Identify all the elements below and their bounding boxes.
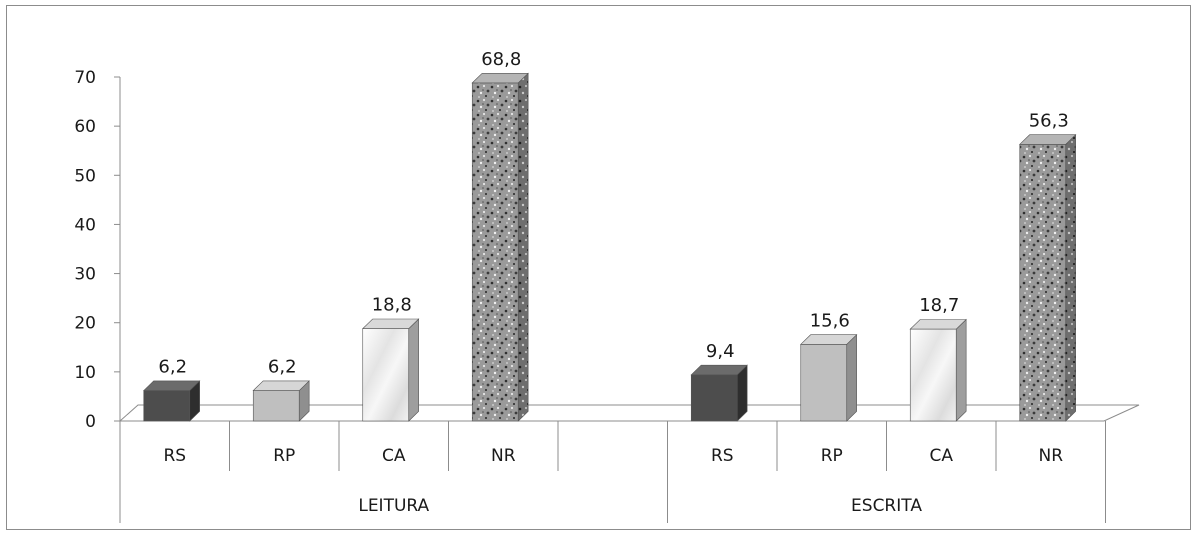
bar-side xyxy=(1065,134,1076,422)
bar-side xyxy=(955,318,967,422)
bar-side xyxy=(517,72,529,422)
bar-top xyxy=(143,380,201,391)
y-tick-label: 40 xyxy=(74,215,96,235)
bar-top xyxy=(252,380,310,391)
bar-top xyxy=(362,318,420,329)
bar-side xyxy=(408,318,419,422)
bar-leitura-nr xyxy=(471,72,529,422)
bar-escrita-rs xyxy=(690,364,748,422)
bar-front xyxy=(471,82,519,422)
bar-top xyxy=(690,364,748,376)
bar-side xyxy=(846,334,857,422)
bar-top xyxy=(1019,134,1077,145)
data-label: 18,8 xyxy=(372,295,412,316)
data-label: 18,7 xyxy=(919,295,959,316)
group-label: ESCRITA xyxy=(851,496,922,516)
y-tick-label: 0 xyxy=(85,412,96,432)
bar-front xyxy=(1019,144,1067,422)
data-label: 6,2 xyxy=(158,357,187,378)
data-label: 6,2 xyxy=(268,357,297,378)
y-tick-label: 60 xyxy=(74,117,96,137)
bar-leitura-rs xyxy=(143,380,201,422)
category-label: RS xyxy=(711,446,734,466)
bar-top xyxy=(800,334,858,345)
bar-top xyxy=(471,72,529,84)
bar-leitura-rp xyxy=(252,380,310,422)
data-label: 68,8 xyxy=(481,49,521,70)
category-label: RS xyxy=(163,446,186,466)
data-label: 15,6 xyxy=(810,310,850,331)
bar-front xyxy=(143,390,191,422)
y-tick-label: 50 xyxy=(74,166,96,186)
bar-front xyxy=(252,390,300,422)
bar-top xyxy=(909,319,967,330)
chart-frame xyxy=(6,5,1191,530)
bar-front xyxy=(690,374,738,422)
category-label: NR xyxy=(1038,446,1063,466)
bar-escrita-nr xyxy=(1019,134,1077,422)
data-label: 56,3 xyxy=(1029,110,1069,131)
y-tick-label: 70 xyxy=(74,68,96,88)
y-tick-label: 30 xyxy=(74,265,96,285)
data-label: 9,4 xyxy=(706,341,735,362)
bar-leitura-ca xyxy=(362,318,420,422)
category-label: NR xyxy=(491,446,516,466)
bar-escrita-rp xyxy=(800,334,858,422)
category-label: RP xyxy=(273,446,295,466)
bar-front xyxy=(800,344,848,422)
bar-front xyxy=(362,328,410,422)
category-label: RP xyxy=(821,446,843,466)
y-tick-label: 20 xyxy=(74,314,96,334)
category-label: CA xyxy=(930,446,954,466)
bar-escrita-ca xyxy=(909,318,967,422)
bar-front xyxy=(909,328,957,422)
category-label: CA xyxy=(382,446,406,466)
y-tick-label: 10 xyxy=(74,363,96,383)
group-label: LEITURA xyxy=(358,496,429,516)
